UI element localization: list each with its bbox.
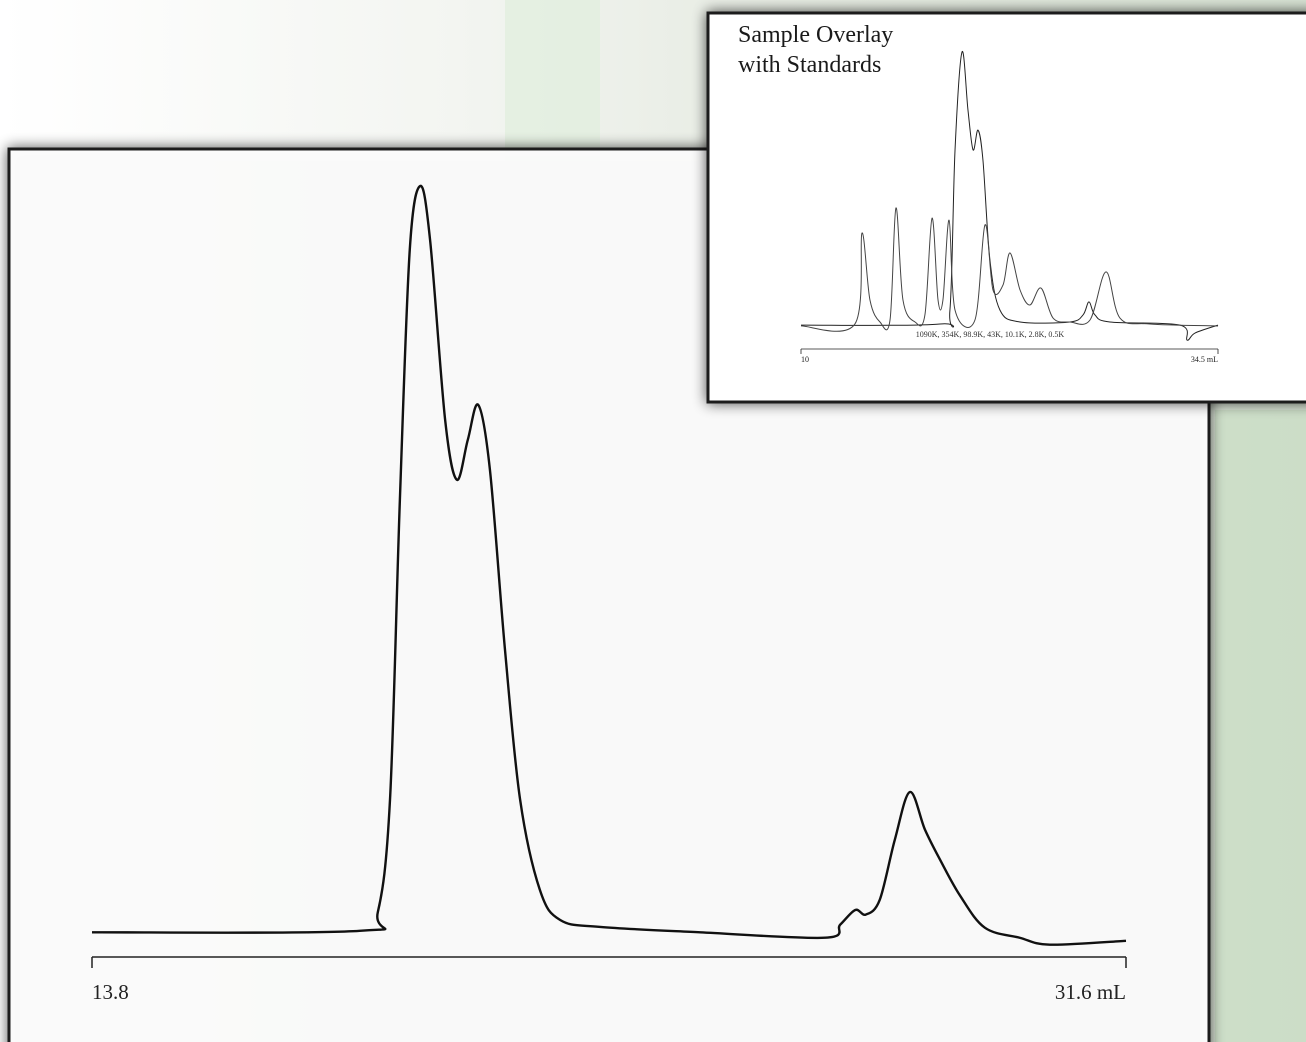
inset-panel	[706, 11, 1306, 404]
chart-title: with Standards	[738, 52, 881, 78]
background-strip	[1215, 410, 1306, 1042]
inset-plot: Sample Overlay with Standards 1090K, 354K,…	[738, 22, 1219, 364]
x-tick-label: 34.5 mL	[1191, 355, 1218, 364]
line-series	[800, 207, 1219, 332]
chart-title: Sample Overlay	[738, 22, 893, 48]
annotation: 1090K, 354K, 98.9K, 43K, 10.1K, 2.8K, 0.…	[916, 330, 1065, 339]
line-series	[91, 184, 1127, 946]
line-series	[800, 51, 1219, 341]
x-tick-label: 13.8	[92, 980, 129, 1004]
main-plot: 13.8 31.6 mL	[91, 184, 1127, 1004]
x-tick-label: 10	[801, 355, 809, 364]
x-tick-label: 31.6 mL	[1055, 980, 1126, 1004]
